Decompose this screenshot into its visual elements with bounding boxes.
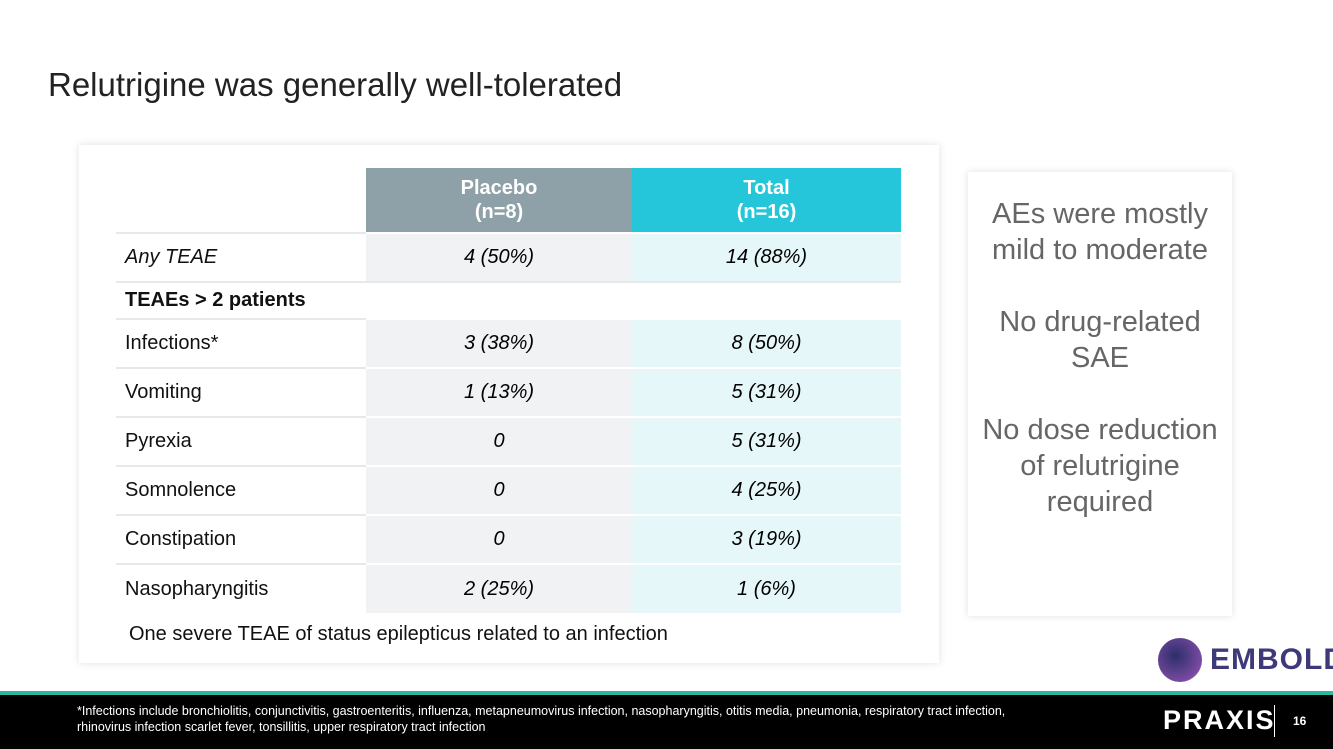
embold-logo-icon (1158, 638, 1202, 682)
table-row: Vomiting 1 (13%) 5 (31%) (116, 367, 901, 417)
placebo-value: 0 (366, 416, 632, 466)
placebo-value: 2 (25%) (366, 563, 632, 613)
section-label: TEAEs > 2 patients (116, 281, 901, 319)
footer-divider (0, 691, 1333, 695)
header-empty (116, 168, 366, 233)
page-number: 16 (1293, 714, 1307, 728)
row-label: Constipation (116, 514, 366, 564)
table-header: Placebo (n=8) Total (n=16) (116, 168, 901, 233)
total-value: 1 (6%) (632, 563, 901, 613)
embold-logo-text: EMBOLD (1210, 643, 1333, 676)
slide-title: Relutrigine was generally well-tolerated (48, 66, 623, 103)
header-total: Total (n=16) (632, 168, 901, 233)
placebo-value: 0 (366, 514, 632, 564)
header-n: (n=16) (736, 201, 797, 223)
placebo-value: 0 (366, 465, 632, 515)
header-label: Placebo (460, 177, 538, 199)
footnote: *Infections include bronchiolitis, conju… (77, 704, 1006, 734)
table-row: Constipation 0 3 (19%) (116, 514, 901, 564)
table-row: Somnolence 0 4 (25%) (116, 465, 901, 515)
table-row: Nasopharyngitis 2 (25%) 1 (6%) (116, 563, 901, 613)
total-value: 5 (31%) (632, 367, 901, 417)
summary-point: No drug-related SAE (999, 306, 1201, 374)
placebo-value: 3 (38%) (366, 318, 632, 368)
total-value: 5 (31%) (632, 416, 901, 466)
logo-separator (1274, 705, 1275, 737)
row-label: Infections* (116, 318, 366, 368)
embold-logo: EMBOLD (1158, 638, 1333, 682)
ae-table-card: Placebo (n=8) Total (n=16) Any TEAE 4 (50%… (79, 145, 939, 663)
total-value: 14 (88%) (632, 232, 901, 282)
row-label: Somnolence (116, 465, 366, 515)
table-row: Infections* 3 (38%) 8 (50%) (116, 318, 901, 368)
placebo-value: 4 (50%) (366, 232, 632, 282)
table-row: Pyrexia 0 5 (31%) (116, 416, 901, 466)
placebo-value: 1 (13%) (366, 367, 632, 417)
total-value: 4 (25%) (632, 465, 901, 515)
section-row: TEAEs > 2 patients (116, 281, 901, 319)
row-label: Vomiting (116, 367, 366, 417)
footer: *Infections include bronchiolitis, conju… (0, 695, 1333, 749)
total-value: 3 (19%) (632, 514, 901, 564)
summary-point: No dose reduction of relutrigine require… (982, 414, 1218, 518)
praxis-logo: PRAXIS (1163, 705, 1276, 735)
header-placebo: Placebo (n=8) (366, 168, 632, 233)
row-label: Nasopharyngitis (116, 563, 366, 613)
header-n: (n=8) (474, 201, 524, 223)
ae-table: Placebo (n=8) Total (n=16) Any TEAE 4 (50%… (116, 168, 901, 613)
summary-point: AEs were mostly mild to moderate (992, 198, 1208, 266)
table-note: One severe TEAE of status epilepticus re… (129, 623, 668, 645)
row-label: Any TEAE (116, 232, 366, 282)
summary-box: AEs were mostly mild to moderate No drug… (968, 172, 1232, 616)
row-label: Pyrexia (116, 416, 366, 466)
table-row: Any TEAE 4 (50%) 14 (88%) (116, 232, 901, 282)
header-label: Total (743, 177, 790, 199)
total-value: 8 (50%) (632, 318, 901, 368)
